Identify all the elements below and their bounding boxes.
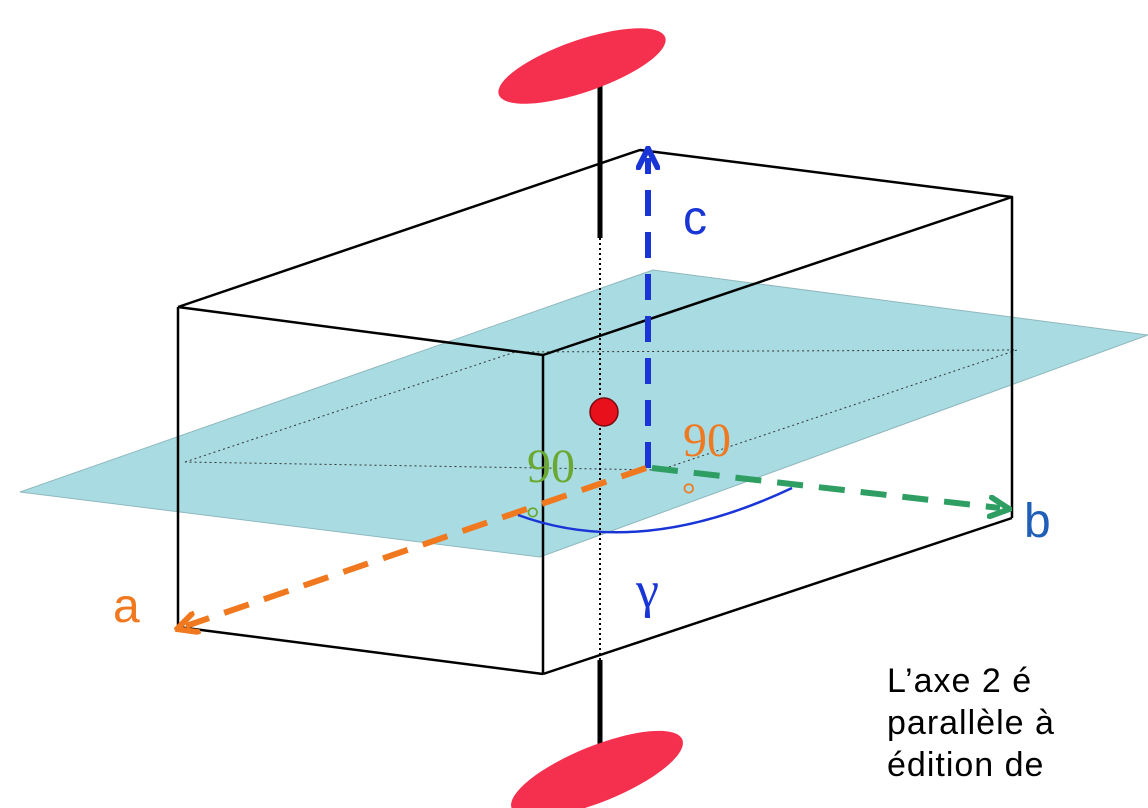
- plane-cell-section: [184, 349, 1018, 471]
- angle-beta-degree: °: [682, 477, 696, 514]
- angle-alpha-value: 90: [527, 440, 575, 493]
- rotation-axis-top-end: [498, 28, 666, 104]
- caption-line-1: L’axe 2 é: [887, 662, 1033, 700]
- inversion-center-point: [589, 397, 619, 427]
- caption-line-3: édition de: [887, 746, 1045, 784]
- axis-b-vector: [651, 465, 1000, 508]
- angle-beta-value: 90: [683, 414, 731, 467]
- mirror-plane: [19, 269, 1148, 558]
- caption-line-2: parallèle à: [887, 704, 1055, 742]
- axis-a-label: a: [113, 580, 140, 633]
- gamma-angle-arc: [517, 486, 793, 534]
- angle-alpha-degree: °: [526, 501, 540, 538]
- gamma-label: γ: [635, 562, 659, 619]
- axis-b-label: b: [1024, 495, 1051, 548]
- rotation-axis-bottom-end: [511, 730, 683, 808]
- caption-text: L’axe 2 é parallèle à édition de: [887, 660, 1148, 786]
- unit-cell-box: [176, 148, 1014, 676]
- axis-c-label: c: [683, 192, 707, 245]
